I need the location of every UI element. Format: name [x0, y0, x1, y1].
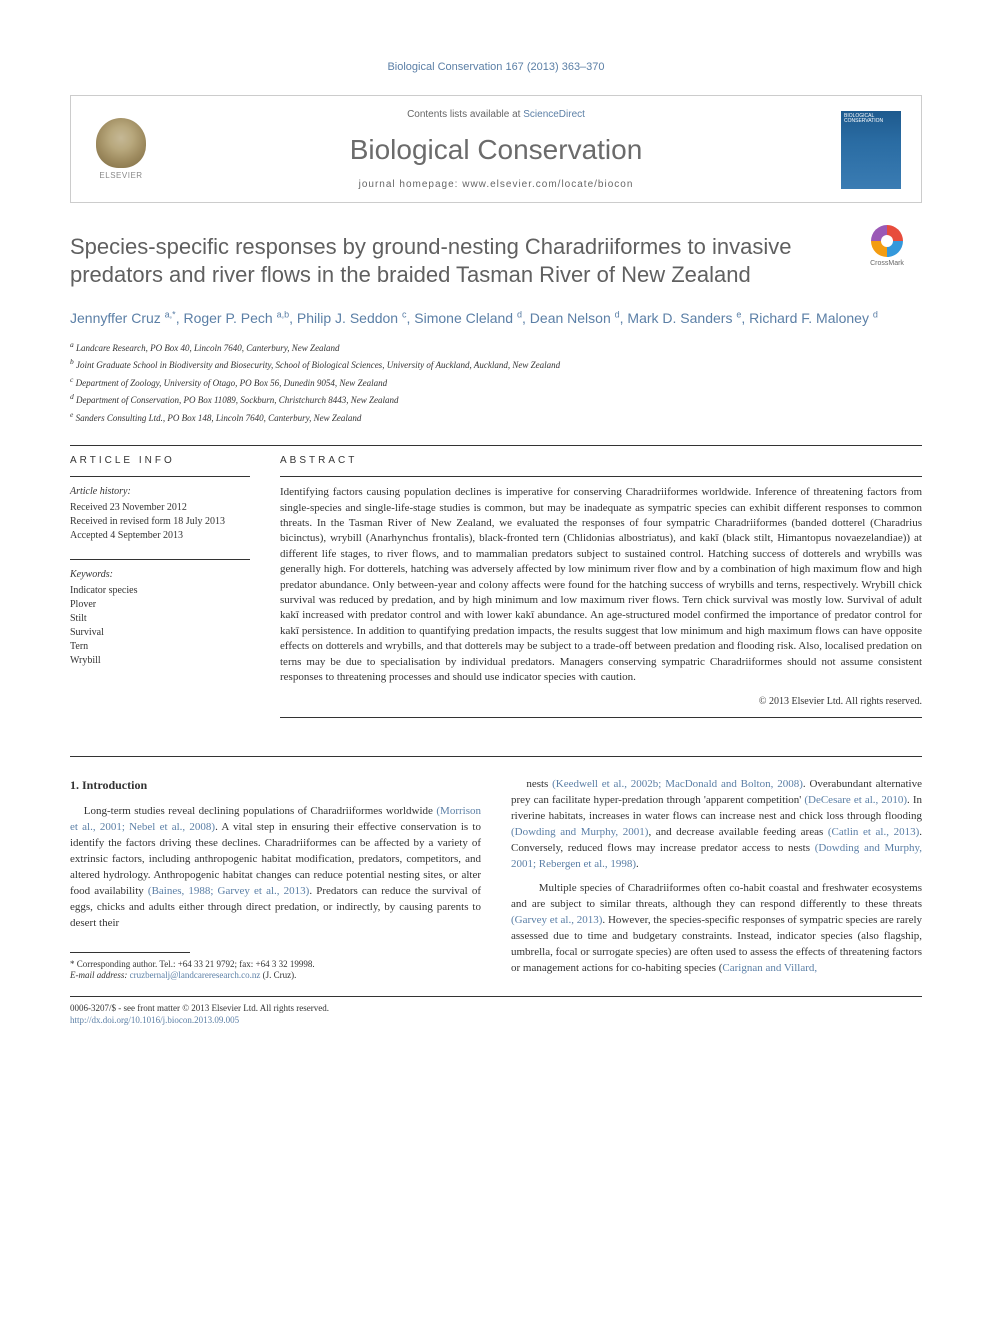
citation-link[interactable]: (Catlin et al., 2013) — [828, 826, 919, 838]
journal-name: Biological Conservation — [171, 130, 821, 169]
keyword: Survival — [70, 626, 250, 640]
abstract-column: ABSTRACT Identifying factors causing pop… — [280, 454, 922, 726]
citation-link[interactable]: (Keedwell et al., 2002b; MacDonald and B… — [552, 778, 803, 790]
journal-homepage: journal homepage: www.elsevier.com/locat… — [171, 178, 821, 192]
homepage-url[interactable]: www.elsevier.com/locate/biocon — [462, 179, 633, 190]
keyword: Tern — [70, 640, 250, 654]
citation-link[interactable]: (DeCesare et al., 2010) — [804, 794, 907, 806]
body-columns: 1. Introduction Long-term studies reveal… — [70, 777, 922, 982]
journal-cover-thumbnail[interactable]: BIOLOGICAL CONSERVATION — [841, 111, 901, 189]
citation-link[interactable]: (Morrison et al., 2001; Nebel et al., 20… — [70, 805, 481, 833]
history-received: Received 23 November 2012 — [70, 501, 250, 515]
journal-header: ELSEVIER Contents lists available at Sci… — [70, 95, 922, 202]
citation-link[interactable]: (Dowding and Murphy, 2001; Rebergen et a… — [511, 842, 922, 870]
footnote-separator — [70, 952, 190, 953]
history-accepted: Accepted 4 September 2013 — [70, 529, 250, 543]
footer-front-matter: 0006-3207/$ - see front matter © 2013 El… — [70, 1003, 329, 1015]
affiliation-line: d Department of Conservation, PO Box 110… — [70, 391, 922, 408]
affiliation-line: e Sanders Consulting Ltd., PO Box 148, L… — [70, 409, 922, 426]
body-paragraph: Multiple species of Charadriiformes ofte… — [511, 881, 922, 977]
crossmark-badge[interactable]: CrossMark — [862, 225, 912, 275]
section-title-intro: 1. Introduction — [70, 777, 481, 794]
article-info-header: ARTICLE INFO — [70, 454, 250, 468]
history-revised: Received in revised form 18 July 2013 — [70, 515, 250, 529]
abstract-text: Identifying factors causing population d… — [280, 485, 922, 685]
divider — [70, 756, 922, 757]
journal-reference: Biological Conservation 167 (2013) 363–3… — [70, 60, 922, 75]
body-column-left: 1. Introduction Long-term studies reveal… — [70, 777, 481, 982]
author-email[interactable]: cruzbernalj@landcareresearch.co.nz — [130, 970, 261, 980]
article-info-column: ARTICLE INFO Article history: Received 2… — [70, 454, 250, 726]
body-column-right: nests (Keedwell et al., 2002b; MacDonald… — [511, 777, 922, 982]
doi-link[interactable]: http://dx.doi.org/10.1016/j.biocon.2013.… — [70, 1015, 239, 1025]
footer-divider — [70, 996, 922, 997]
keyword: Indicator species — [70, 584, 250, 598]
footer: 0006-3207/$ - see front matter © 2013 El… — [70, 1003, 922, 1026]
citation-link[interactable]: (Baines, 1988; Garvey et al., 2013) — [148, 885, 309, 897]
elsevier-text: ELSEVIER — [99, 170, 142, 181]
citation-link[interactable]: (Garvey et al., 2013) — [511, 914, 602, 926]
elsevier-tree-icon — [96, 118, 146, 168]
authors-list: Jennyffer Cruz a,*, Roger P. Pech a,b, P… — [70, 308, 922, 329]
affiliations-list: a Landcare Research, PO Box 40, Lincoln … — [70, 339, 922, 426]
copyright-line: © 2013 Elsevier Ltd. All rights reserved… — [280, 695, 922, 709]
body-paragraph: nests (Keedwell et al., 2002b; MacDonald… — [511, 777, 922, 873]
corresponding-author-footnote: * Corresponding author. Tel.: +64 33 21 … — [70, 959, 481, 982]
abstract-header: ABSTRACT — [280, 454, 922, 468]
keyword: Stilt — [70, 612, 250, 626]
history-label: Article history: — [70, 485, 250, 499]
divider — [70, 445, 922, 446]
keyword: Wrybill — [70, 654, 250, 668]
crossmark-icon — [871, 225, 903, 257]
affiliation-line: b Joint Graduate School in Biodiversity … — [70, 356, 922, 373]
keywords-label: Keywords: — [70, 568, 250, 582]
elsevier-logo[interactable]: ELSEVIER — [91, 116, 151, 184]
keyword: Plover — [70, 598, 250, 612]
article-title: Species-specific responses by ground-nes… — [70, 233, 922, 290]
contents-available: Contents lists available at ScienceDirec… — [171, 108, 821, 122]
affiliation-line: c Department of Zoology, University of O… — [70, 374, 922, 391]
citation-link[interactable]: Carignan and Villard, — [722, 962, 817, 974]
affiliation-line: a Landcare Research, PO Box 40, Lincoln … — [70, 339, 922, 356]
body-paragraph: Long-term studies reveal declining popul… — [70, 804, 481, 932]
citation-link[interactable]: (Dowding and Murphy, 2001) — [511, 826, 648, 838]
sciencedirect-link[interactable]: ScienceDirect — [523, 109, 585, 120]
